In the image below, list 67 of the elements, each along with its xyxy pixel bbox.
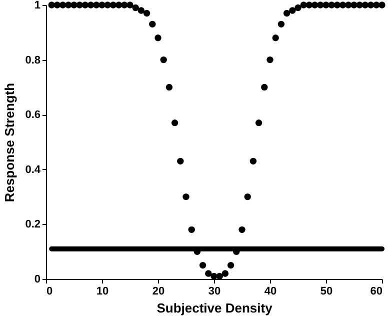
point [311, 2, 318, 8]
point [250, 158, 257, 165]
x-tick-label: 30 [208, 286, 221, 298]
point [322, 2, 330, 8]
x-tick-label: 60 [370, 286, 382, 298]
x-tick-label: 50 [320, 286, 333, 298]
point [210, 272, 218, 280]
point [87, 2, 94, 8]
point [238, 226, 246, 234]
y-tick-label: 0.4 [25, 164, 42, 176]
point [59, 2, 66, 8]
y-tick-label: 0.8 [25, 54, 40, 66]
point [70, 2, 78, 8]
point [317, 2, 324, 8]
point [143, 10, 150, 17]
point [278, 20, 285, 28]
point [294, 4, 302, 12]
point [227, 262, 234, 269]
point [362, 2, 369, 8]
point [283, 10, 290, 17]
point [216, 272, 223, 280]
point [138, 7, 145, 14]
point [373, 2, 380, 8]
y-tick-label: 0.2 [25, 218, 40, 231]
point [93, 2, 100, 8]
y-tick-label: 1 [34, 0, 40, 12]
point [98, 2, 106, 8]
point [266, 56, 274, 64]
x-tick-label: 10 [96, 286, 109, 298]
point [121, 2, 128, 8]
point [177, 158, 184, 165]
point [182, 193, 190, 200]
point [350, 2, 358, 8]
point [54, 2, 61, 8]
x-tick-label: 0 [46, 286, 53, 298]
point [115, 2, 122, 8]
point [272, 34, 279, 42]
point [306, 2, 313, 8]
point [149, 20, 156, 28]
point [345, 2, 352, 8]
point [154, 34, 162, 42]
x-tick-label: 40 [264, 286, 277, 298]
point [199, 262, 206, 269]
point [82, 2, 89, 8]
point [166, 84, 173, 91]
point [289, 7, 296, 14]
point [65, 2, 72, 8]
point [244, 193, 251, 200]
y-tick-label: 0.6 [25, 109, 40, 122]
point [110, 2, 117, 8]
point [160, 56, 167, 64]
point [222, 270, 229, 277]
point [339, 2, 346, 8]
y-tick-label: 0 [34, 274, 40, 286]
x-axis-title: Subjective Density [156, 300, 274, 316]
x-tick-label: 20 [152, 286, 165, 298]
point [205, 270, 212, 277]
point [334, 2, 341, 8]
point [367, 2, 374, 8]
point [255, 119, 262, 126]
y-axis-title: Response Strength [2, 82, 18, 202]
point [132, 4, 139, 12]
point [126, 2, 134, 8]
point [378, 2, 386, 8]
point [171, 119, 178, 126]
point [188, 226, 195, 234]
point [261, 84, 268, 91]
